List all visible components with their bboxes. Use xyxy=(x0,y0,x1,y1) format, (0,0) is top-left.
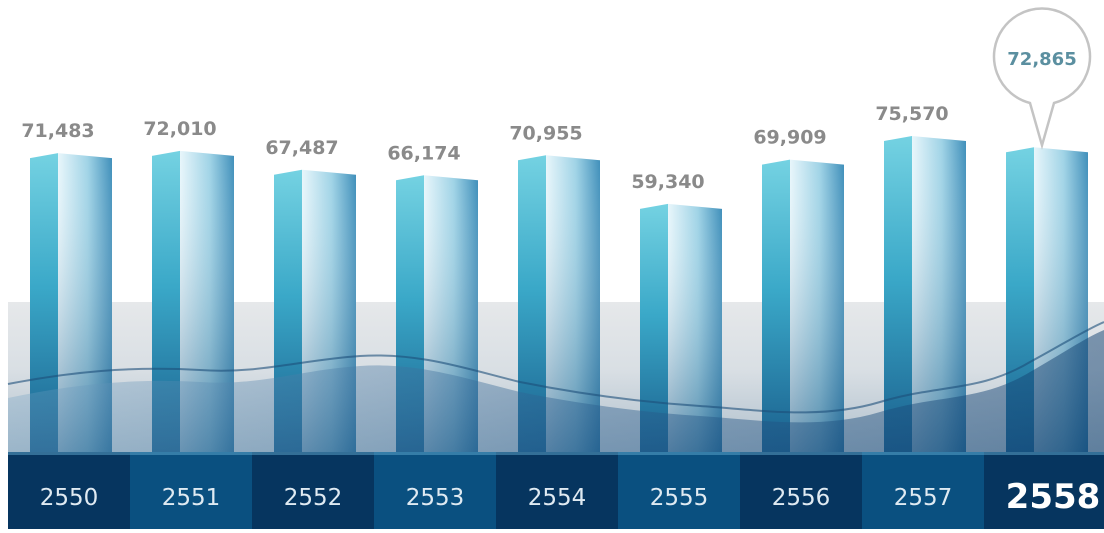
data-label: 66,174 xyxy=(387,142,460,164)
x-axis-cell xyxy=(984,452,1104,529)
x-axis-cell xyxy=(862,452,984,529)
x-axis-cell-highlight xyxy=(252,452,374,455)
water-wave xyxy=(8,330,1104,452)
data-label: 71,483 xyxy=(21,120,94,142)
x-axis-cell-highlight xyxy=(496,452,618,455)
data-label: 72,865 xyxy=(1007,49,1076,70)
x-axis: 2550 2551 2552 2553 2554 2555 2556 2557 2558 xyxy=(8,452,1104,529)
bar-front-face xyxy=(884,136,912,452)
x-tick-label: 2555 xyxy=(650,485,709,511)
data-label: 67,487 xyxy=(265,137,338,159)
value-labels: 71,483 72,010 67,487 66,174 70,955 59,340 69,9… xyxy=(21,103,948,193)
x-axis-cell xyxy=(618,452,740,529)
bar-front-face xyxy=(762,159,790,453)
water-wave-line xyxy=(7,321,1104,414)
x-axis-cell xyxy=(130,452,252,529)
bar-side-shade xyxy=(790,159,844,453)
bar-2557 xyxy=(884,136,966,452)
bar-side-shade xyxy=(58,153,112,452)
x-tick-label: 2550 xyxy=(40,485,99,511)
x-axis-cell-highlight xyxy=(862,452,984,455)
bar-side-shade xyxy=(180,150,234,452)
x-tick-label: 2554 xyxy=(528,485,587,511)
bar-2555 xyxy=(640,203,722,452)
bar-front-face xyxy=(518,155,546,453)
x-axis-cell xyxy=(740,452,862,529)
x-tick-label: 2557 xyxy=(894,485,953,511)
bar-2556 xyxy=(762,159,844,453)
x-tick-label: 2552 xyxy=(284,485,343,511)
data-label: 59,340 xyxy=(631,171,704,193)
x-tick-label: 2553 xyxy=(406,485,465,511)
x-tick-label: 2558 xyxy=(1006,477,1101,517)
x-axis-cell xyxy=(252,452,374,529)
bar-front-face xyxy=(152,150,180,452)
callout-bubble xyxy=(992,7,1092,150)
x-tick-label: 2556 xyxy=(772,485,831,511)
highlight-callout: 72,865 xyxy=(992,7,1092,150)
x-axis-cell xyxy=(8,452,130,529)
data-label: 72,010 xyxy=(143,118,216,140)
x-axis-cell-highlight xyxy=(130,452,252,455)
bar-side-shade xyxy=(912,136,966,452)
x-axis-cell-highlight xyxy=(984,452,1104,455)
data-label: 69,909 xyxy=(753,127,826,149)
bar-2554 xyxy=(518,155,600,453)
x-axis-cell-highlight xyxy=(740,452,862,455)
x-axis-cell xyxy=(374,452,496,529)
x-axis-cell xyxy=(496,452,618,529)
bar-side-shade xyxy=(546,155,600,453)
data-label: 70,955 xyxy=(509,122,582,144)
x-axis-cell-highlight xyxy=(618,452,740,455)
x-tick-label: 2551 xyxy=(162,485,221,511)
data-label: 75,570 xyxy=(875,103,948,125)
x-axis-cell-highlight xyxy=(8,452,130,455)
bar-side-shade xyxy=(668,203,722,452)
bar-2551 xyxy=(152,150,234,452)
bar-front-face xyxy=(640,203,668,452)
x-axis-cell-highlight xyxy=(374,452,496,455)
